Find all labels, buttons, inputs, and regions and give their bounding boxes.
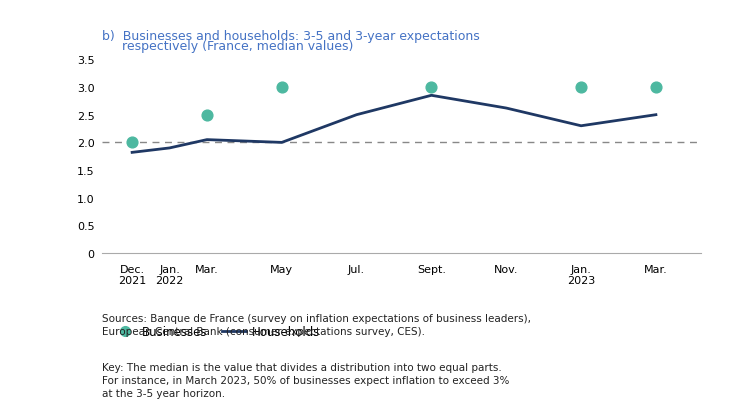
Text: Sources: Banque de France (survey on inflation expectations of business leaders): Sources: Banque de France (survey on inf… bbox=[102, 313, 531, 336]
Point bbox=[426, 85, 437, 91]
Point bbox=[126, 140, 138, 146]
Legend: Businesses, Households: Businesses, Households bbox=[108, 321, 325, 343]
Point bbox=[575, 85, 587, 91]
Point bbox=[276, 85, 288, 91]
Text: Key: The median is the value that divides a distribution into two equal parts.
F: Key: The median is the value that divide… bbox=[102, 362, 510, 398]
Text: respectively (France, median values): respectively (France, median values) bbox=[102, 40, 353, 53]
Point bbox=[650, 85, 661, 91]
Text: b)  Businesses and households: 3-5 and 3-year expectations: b) Businesses and households: 3-5 and 3-… bbox=[102, 30, 480, 43]
Point bbox=[201, 112, 213, 119]
